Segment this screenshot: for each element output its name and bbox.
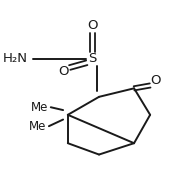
- Text: O: O: [58, 65, 68, 78]
- Text: Me: Me: [31, 101, 48, 114]
- Text: O: O: [87, 19, 98, 32]
- Text: S: S: [88, 52, 97, 65]
- Text: Me: Me: [29, 120, 46, 133]
- Text: O: O: [151, 74, 161, 87]
- Text: H₂N: H₂N: [3, 52, 28, 65]
